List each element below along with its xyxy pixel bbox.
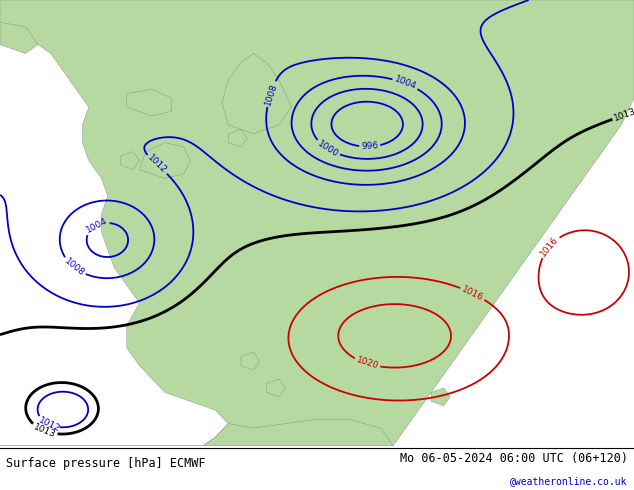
Polygon shape bbox=[127, 89, 171, 116]
Text: 1020: 1020 bbox=[355, 356, 380, 371]
Polygon shape bbox=[0, 22, 38, 53]
Text: Mo 06-05-2024 06:00 UTC (06+120): Mo 06-05-2024 06:00 UTC (06+120) bbox=[399, 452, 628, 465]
Text: 1016: 1016 bbox=[460, 284, 485, 302]
Text: Surface pressure [hPa] ECMWF: Surface pressure [hPa] ECMWF bbox=[6, 457, 206, 470]
Polygon shape bbox=[228, 129, 247, 147]
Text: 1012: 1012 bbox=[37, 416, 61, 434]
Text: 1008: 1008 bbox=[263, 81, 278, 106]
Polygon shape bbox=[0, 0, 634, 446]
Text: 1012: 1012 bbox=[146, 153, 169, 175]
Text: 1000: 1000 bbox=[316, 139, 340, 159]
Polygon shape bbox=[203, 419, 393, 446]
Text: 1013: 1013 bbox=[613, 106, 634, 123]
Text: 1016: 1016 bbox=[539, 235, 560, 258]
Polygon shape bbox=[222, 53, 292, 134]
Text: @weatheronline.co.uk: @weatheronline.co.uk bbox=[510, 476, 628, 486]
Text: 1004: 1004 bbox=[84, 216, 109, 235]
Text: 1004: 1004 bbox=[393, 75, 418, 92]
Text: 996: 996 bbox=[361, 142, 378, 151]
Polygon shape bbox=[120, 151, 139, 170]
Polygon shape bbox=[139, 143, 190, 178]
Polygon shape bbox=[431, 388, 450, 406]
Text: 1008: 1008 bbox=[62, 256, 86, 278]
Text: 1013: 1013 bbox=[32, 422, 57, 439]
Polygon shape bbox=[266, 379, 285, 397]
Polygon shape bbox=[241, 352, 260, 370]
